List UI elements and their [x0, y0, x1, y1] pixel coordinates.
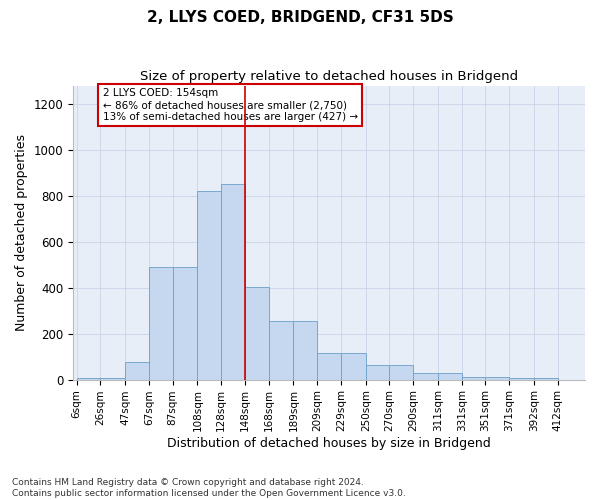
Text: 2, LLYS COED, BRIDGEND, CF31 5DS: 2, LLYS COED, BRIDGEND, CF31 5DS — [146, 10, 454, 25]
Bar — [269, 321, 293, 380]
Bar — [100, 378, 125, 380]
Bar — [534, 378, 558, 380]
Bar — [509, 378, 534, 380]
Bar — [413, 373, 438, 380]
Text: Contains HM Land Registry data © Crown copyright and database right 2024.
Contai: Contains HM Land Registry data © Crown c… — [12, 478, 406, 498]
Bar — [221, 184, 245, 380]
Bar — [293, 321, 317, 380]
Bar — [389, 364, 413, 380]
Bar — [317, 353, 341, 380]
Bar — [438, 373, 462, 380]
Bar — [125, 362, 149, 380]
Text: 2 LLYS COED: 154sqm
← 86% of detached houses are smaller (2,750)
13% of semi-det: 2 LLYS COED: 154sqm ← 86% of detached ho… — [103, 88, 358, 122]
Bar — [245, 286, 269, 380]
Bar — [197, 191, 221, 380]
Bar — [173, 267, 197, 380]
Bar — [366, 364, 389, 380]
Bar — [462, 376, 485, 380]
X-axis label: Distribution of detached houses by size in Bridgend: Distribution of detached houses by size … — [167, 437, 491, 450]
Bar — [341, 353, 366, 380]
Bar — [485, 376, 509, 380]
Bar — [77, 378, 100, 380]
Bar — [149, 267, 173, 380]
Y-axis label: Number of detached properties: Number of detached properties — [15, 134, 28, 331]
Title: Size of property relative to detached houses in Bridgend: Size of property relative to detached ho… — [140, 70, 518, 83]
